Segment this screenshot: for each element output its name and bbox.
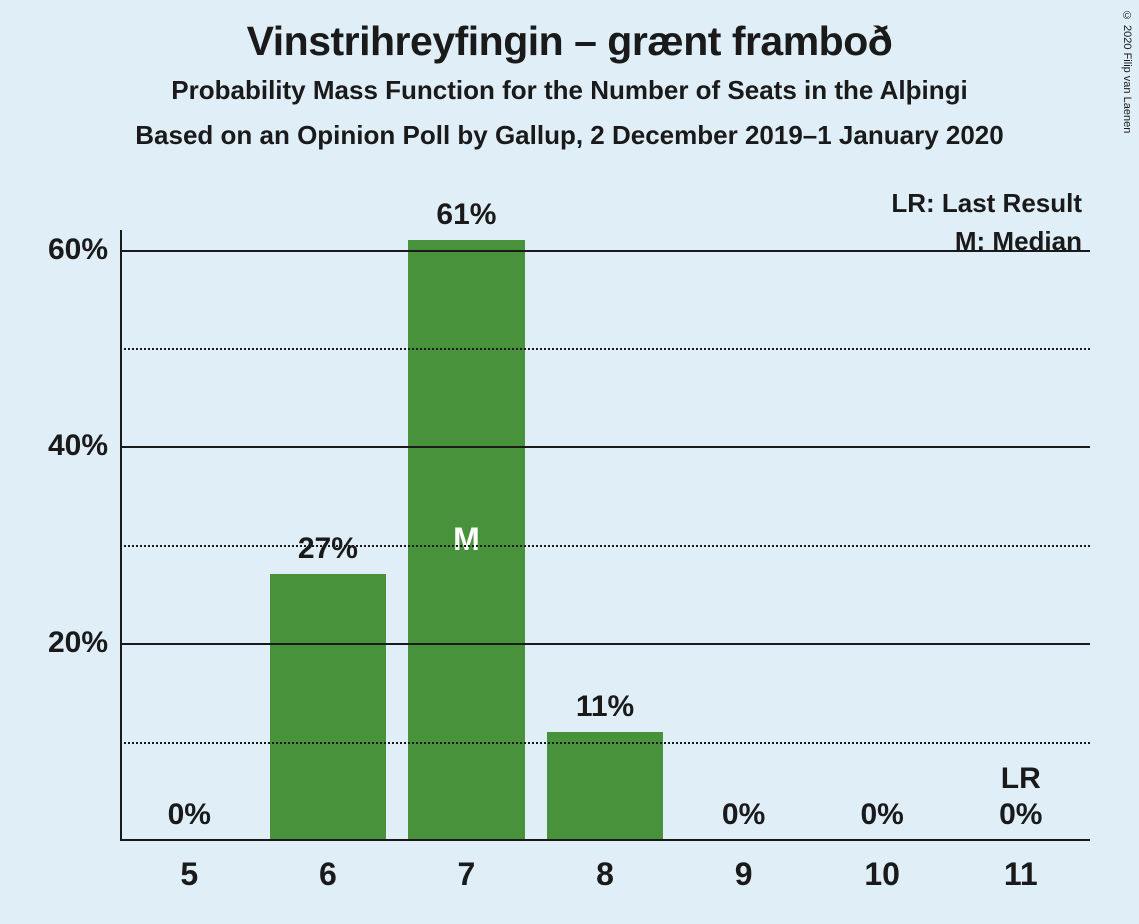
x-axis-baseline bbox=[120, 839, 1090, 841]
bar-slot: 11%8 bbox=[536, 230, 675, 840]
bar bbox=[547, 732, 663, 840]
bar-value-label: 0% bbox=[951, 798, 1090, 832]
bar-slot: 0%10 bbox=[813, 230, 952, 840]
gridline-major bbox=[120, 643, 1090, 645]
last-result-marker: LR bbox=[951, 762, 1090, 796]
chart-subtitle-2: Based on an Opinion Poll by Gallup, 2 De… bbox=[0, 120, 1139, 151]
plot-area: LR: Last Result M: Median 0%527%661%M711… bbox=[120, 230, 1090, 840]
gridline-minor bbox=[120, 348, 1090, 350]
x-tick-label: 7 bbox=[397, 856, 536, 893]
bar-value-label: 11% bbox=[536, 690, 675, 724]
bar-slot: 61%M7 bbox=[397, 230, 536, 840]
x-tick-label: 6 bbox=[259, 856, 398, 893]
gridline-major bbox=[120, 446, 1090, 448]
pmf-bar-chart: © 2020 Filip van Laenen Vinstrihreyfingi… bbox=[0, 0, 1139, 924]
chart-title: Vinstrihreyfingin – grænt framboð bbox=[0, 18, 1139, 65]
y-tick-label: 20% bbox=[48, 626, 108, 660]
chart-titles: Vinstrihreyfingin – grænt framboð Probab… bbox=[0, 18, 1139, 151]
bar-value-label: 0% bbox=[674, 798, 813, 832]
x-tick-label: 9 bbox=[674, 856, 813, 893]
chart-subtitle-1: Probability Mass Function for the Number… bbox=[0, 75, 1139, 106]
bar bbox=[270, 574, 386, 840]
gridline-minor bbox=[120, 742, 1090, 744]
gridline-minor bbox=[120, 545, 1090, 547]
bar-slot: 27%6 bbox=[259, 230, 398, 840]
bars-container: 0%527%661%M711%80%90%100%LR11 bbox=[120, 230, 1090, 840]
bar-value-label: 0% bbox=[813, 798, 952, 832]
bar-value-label: 61% bbox=[397, 198, 536, 232]
bar-slot: 0%5 bbox=[120, 230, 259, 840]
legend-last-result: LR: Last Result bbox=[891, 185, 1082, 223]
bar-slot: 0%9 bbox=[674, 230, 813, 840]
x-tick-label: 11 bbox=[951, 856, 1090, 893]
bar-value-label: 0% bbox=[120, 798, 259, 832]
bar-slot: 0%LR11 bbox=[951, 230, 1090, 840]
median-marker: M bbox=[397, 521, 536, 558]
bar-value-label: 27% bbox=[259, 532, 398, 566]
gridline-major bbox=[120, 250, 1090, 252]
y-tick-label: 60% bbox=[48, 233, 108, 267]
x-tick-label: 10 bbox=[813, 856, 952, 893]
x-tick-label: 5 bbox=[120, 856, 259, 893]
x-tick-label: 8 bbox=[536, 856, 675, 893]
y-tick-label: 40% bbox=[48, 429, 108, 463]
